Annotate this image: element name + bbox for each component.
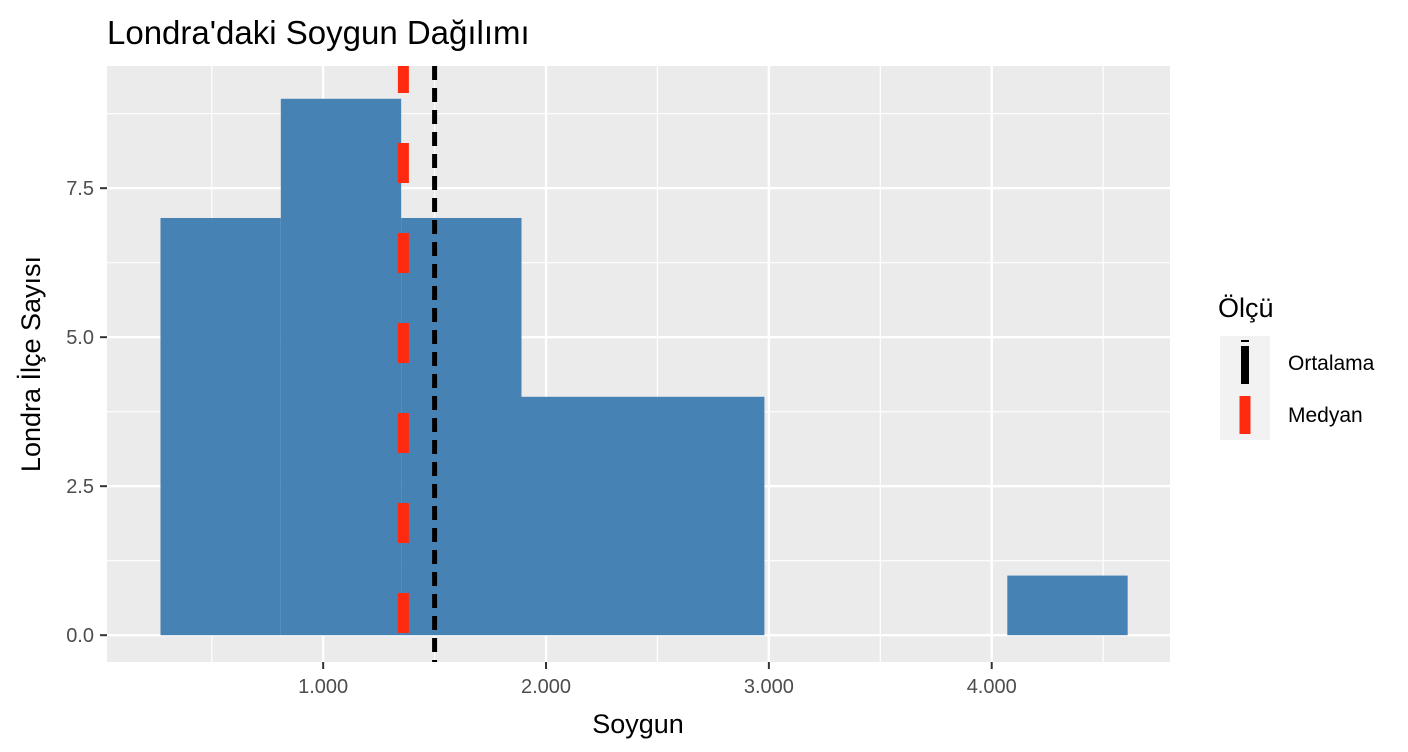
histogram-bar <box>401 217 522 636</box>
y-axis-ticks: 0.0 2.5 5.0 7.5 <box>66 178 107 647</box>
y-tick-label: 2.5 <box>66 476 94 498</box>
histogram-bar <box>160 217 281 636</box>
y-axis-title: Londra İlçe Sayısı <box>15 256 46 472</box>
histogram-bar <box>1007 575 1128 636</box>
x-tick-label: 4.000 <box>967 676 1017 698</box>
histogram-bar <box>521 396 765 636</box>
x-axis-ticks: 1.000 2.000 3.000 4.000 <box>298 662 1017 698</box>
chart-title: Londra'daki Soygun Dağılımı <box>107 14 530 51</box>
histogram-bar <box>280 98 402 636</box>
x-tick-label: 3.000 <box>744 676 794 698</box>
legend-label: Medyan <box>1288 404 1363 427</box>
y-tick-label: 0.0 <box>66 625 94 647</box>
histogram-bars <box>160 98 1128 636</box>
legend: Ölçü Ortalama Medyan <box>1218 293 1375 440</box>
x-tick-label: 2.000 <box>521 676 571 698</box>
legend-title: Ölçü <box>1218 293 1274 323</box>
y-tick-label: 7.5 <box>66 178 94 200</box>
reference-lines <box>397 66 438 662</box>
y-tick-label: 5.0 <box>66 327 94 349</box>
x-axis-title: Soygun <box>592 709 684 739</box>
x-tick-label: 1.000 <box>298 676 348 698</box>
legend-label: Ortalama <box>1288 352 1375 375</box>
